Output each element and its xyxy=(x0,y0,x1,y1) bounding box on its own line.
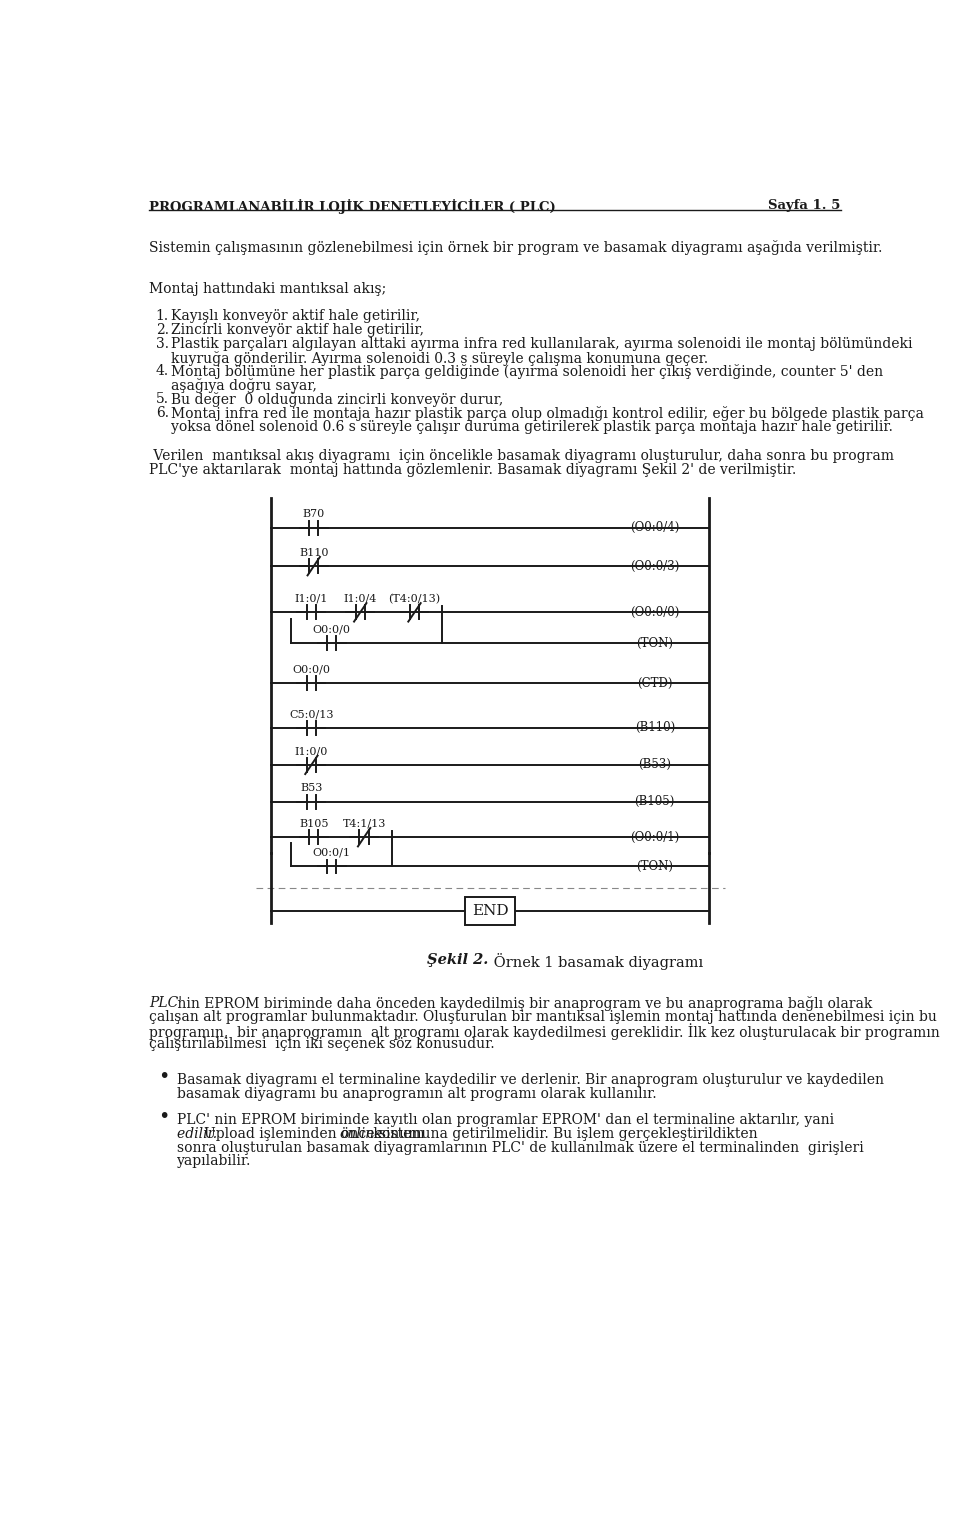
Text: O0:0/1: O0:0/1 xyxy=(313,847,350,858)
Text: Sayfa 1. 5: Sayfa 1. 5 xyxy=(768,199,841,212)
Text: (O0:0/4): (O0:0/4) xyxy=(630,522,680,534)
Text: B105: B105 xyxy=(299,819,328,829)
Text: Zincirli konveyör aktif hale getirilir,: Zincirli konveyör aktif hale getirilir, xyxy=(171,323,424,337)
Text: C5:0/13: C5:0/13 xyxy=(289,709,334,720)
Text: çalışan alt programlar bulunmaktadır. Oluşturulan bir mantıksal işlemin montaj h: çalışan alt programlar bulunmaktadır. Ol… xyxy=(150,1010,937,1023)
Text: 1.: 1. xyxy=(156,309,169,323)
Text: 6.: 6. xyxy=(156,406,169,420)
Text: PLC'ye aktarılarak  montaj hattında gözlemlenir. Basamak diyagramı Şekil 2' de v: PLC'ye aktarılarak montaj hattında gözle… xyxy=(150,462,797,478)
Text: I1:0/1: I1:0/1 xyxy=(295,594,328,603)
Text: 3.: 3. xyxy=(156,337,169,350)
Text: Upload işleminden önce sistem: Upload işleminden önce sistem xyxy=(204,1126,429,1140)
Text: Montaj hattındaki mantıksal akış;: Montaj hattındaki mantıksal akış; xyxy=(150,282,387,296)
Text: T4:1/13: T4:1/13 xyxy=(343,819,386,829)
Text: 5.: 5. xyxy=(156,393,169,406)
Text: (O0:0/3): (O0:0/3) xyxy=(630,559,680,573)
Text: •: • xyxy=(157,1067,169,1085)
Text: PROGRAMLANABİLİR LOJİK DENETLEYİCİLER ( PLC): PROGRAMLANABİLİR LOJİK DENETLEYİCİLER ( … xyxy=(150,199,556,214)
Text: •: • xyxy=(157,1107,169,1126)
Text: I1:0/4: I1:0/4 xyxy=(344,594,377,603)
Text: (TON): (TON) xyxy=(636,637,673,650)
Text: Verilen  mantıksal akış diyagramı  için öncelikle basamak diyagramı oluşturulur,: Verilen mantıksal akış diyagramı için ön… xyxy=(150,449,895,462)
Text: (B110): (B110) xyxy=(635,722,675,734)
Text: (B105): (B105) xyxy=(635,796,675,808)
Text: (B53): (B53) xyxy=(638,758,671,772)
Text: B110: B110 xyxy=(299,547,328,558)
Text: Bu değer  0 olduğunda zincirli konveyör durur,: Bu değer 0 olduğunda zincirli konveyör d… xyxy=(171,393,503,408)
Text: Montaj bölümüne her plastik parça geldiğinde (ayırma solenoidi her çıkış verdiği: Montaj bölümüne her plastik parça geldiğ… xyxy=(171,364,883,379)
Text: (T4:0/13): (T4:0/13) xyxy=(389,594,441,603)
Text: O0:0/0: O0:0/0 xyxy=(293,664,330,675)
Text: Örnek 1 basamak diyagramı: Örnek 1 basamak diyagramı xyxy=(489,954,703,970)
Text: Montaj infra red ile montaja hazır plastik parça olup olmadığı kontrol edilir, e: Montaj infra red ile montaja hazır plast… xyxy=(171,406,924,421)
Text: nin EPROM biriminde daha önceden kaydedilmiş bir anaprogram ve bu anaprograma ba: nin EPROM biriminde daha önceden kaydedi… xyxy=(173,996,872,1011)
Text: O0:0/0: O0:0/0 xyxy=(313,625,350,635)
Text: konumuna getirilmelidir. Bu işlem gerçekleştirildikten: konumuna getirilmelidir. Bu işlem gerçek… xyxy=(369,1126,757,1140)
Text: yoksa dönel solenoid 0.6 s süreyle çalışır duruma getirilerek plastik parça mont: yoksa dönel solenoid 0.6 s süreyle çalış… xyxy=(171,420,893,434)
Text: Kayışlı konveyör aktif hale getirilir,: Kayışlı konveyör aktif hale getirilir, xyxy=(171,309,420,323)
Text: PLC': PLC' xyxy=(150,996,182,1010)
Text: yapılabilir.: yapılabilir. xyxy=(177,1154,251,1169)
Text: B70: B70 xyxy=(302,509,324,518)
Text: Şekil 2.: Şekil 2. xyxy=(427,954,489,967)
Text: (CTD): (CTD) xyxy=(637,676,673,690)
Text: Sistemin çalışmasının gözlenebilmesi için örnek bir program ve basamak diyagramı: Sistemin çalışmasının gözlenebilmesi içi… xyxy=(150,240,883,255)
Text: kuyruğa gönderilir. Ayırma solenoidi 0.3 s süreyle çalışma konumuna geçer.: kuyruğa gönderilir. Ayırma solenoidi 0.3… xyxy=(171,350,708,365)
Text: çalıştırılabilmesi  için iki seçenek söz konusudur.: çalıştırılabilmesi için iki seçenek söz … xyxy=(150,1037,495,1052)
Text: B53: B53 xyxy=(300,784,323,793)
Text: I1:0/0: I1:0/0 xyxy=(295,746,328,756)
Text: (O0:0/0): (O0:0/0) xyxy=(630,606,680,619)
Text: 2.: 2. xyxy=(156,323,169,337)
Text: (O0:0/1): (O0:0/1) xyxy=(630,831,680,844)
Text: edilir.: edilir. xyxy=(177,1126,221,1140)
Text: programın,  bir anaprogramın  alt programı olarak kaydedilmesi gereklidir. İlk k: programın, bir anaprogramın alt programı… xyxy=(150,1023,940,1040)
Text: basamak diyagramı bu anaprogramın alt programı olarak kullanılır.: basamak diyagramı bu anaprogramın alt pr… xyxy=(177,1087,657,1101)
Text: Basamak diyagramı el terminaline kaydedilir ve derlenir. Bir anaprogram oluşturu: Basamak diyagramı el terminaline kaydedi… xyxy=(177,1073,883,1087)
Text: 4.: 4. xyxy=(156,364,169,379)
Text: Plastik parçaları algılayan alttaki ayırma infra red kullanılarak, ayırma soleno: Plastik parçaları algılayan alttaki ayır… xyxy=(171,337,913,350)
Text: PLC' nin EPROM biriminde kayıtlı olan programlar EPROM' dan el terminaline aktar: PLC' nin EPROM biriminde kayıtlı olan pr… xyxy=(177,1113,838,1126)
Text: sonra oluşturulan basamak diyagramlarının PLC' de kullanılmak üzere el terminali: sonra oluşturulan basamak diyagramlarını… xyxy=(177,1140,863,1155)
Text: online: online xyxy=(339,1126,383,1140)
Text: END: END xyxy=(471,904,509,919)
Text: aşağıya doğru sayar,: aşağıya doğru sayar, xyxy=(171,379,317,393)
Text: (TON): (TON) xyxy=(636,860,673,873)
